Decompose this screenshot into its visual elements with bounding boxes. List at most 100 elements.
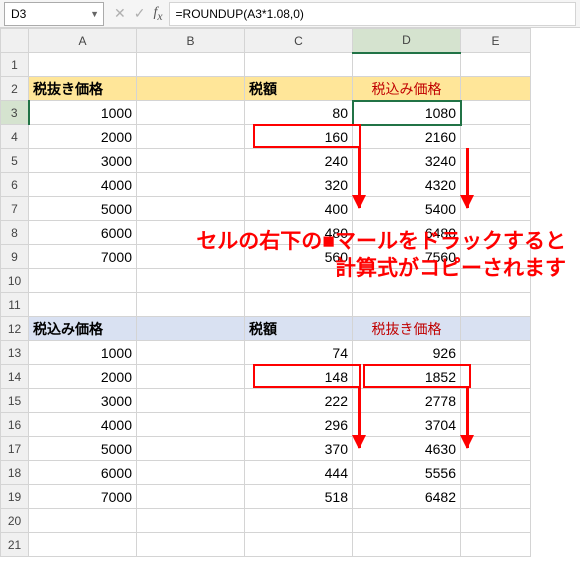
row-header[interactable]: 14 [1, 365, 29, 389]
row-header[interactable]: 8 [1, 221, 29, 245]
cell-E15[interactable] [461, 389, 531, 413]
cell-A4[interactable]: 2000 [29, 125, 137, 149]
cell-B9[interactable] [137, 245, 245, 269]
cell-A8[interactable]: 6000 [29, 221, 137, 245]
row-header[interactable]: 5 [1, 149, 29, 173]
cell-E16[interactable] [461, 413, 531, 437]
cell-C13[interactable]: 74 [245, 341, 353, 365]
cell-A6[interactable]: 4000 [29, 173, 137, 197]
cell-A5[interactable]: 3000 [29, 149, 137, 173]
cell-D14[interactable]: 1852 [353, 365, 461, 389]
row-header[interactable]: 11 [1, 293, 29, 317]
cell-E5[interactable] [461, 149, 531, 173]
cell-D21[interactable] [353, 533, 461, 557]
cell-B8[interactable] [137, 221, 245, 245]
cell-D8[interactable]: 6480 [353, 221, 461, 245]
confirm-icon[interactable]: ✓ [134, 5, 146, 23]
cell-D19[interactable]: 6482 [353, 485, 461, 509]
cell-C3[interactable]: 80 [245, 101, 353, 125]
cell-D5[interactable]: 3240 [353, 149, 461, 173]
cancel-icon[interactable]: ✕ [114, 5, 126, 23]
cell-D6[interactable]: 4320 [353, 173, 461, 197]
cell-C8[interactable]: 480 [245, 221, 353, 245]
col-header-B[interactable]: B [137, 29, 245, 53]
cell-D4[interactable]: 2160 [353, 125, 461, 149]
cell-B1[interactable] [137, 53, 245, 77]
cell-E13[interactable] [461, 341, 531, 365]
cell-B12[interactable] [137, 317, 245, 341]
row-header[interactable]: 9 [1, 245, 29, 269]
formula-input[interactable]: =ROUNDUP(A3*1.08,0) [169, 2, 576, 26]
cell-D3[interactable]: 1080 [353, 101, 461, 125]
col-header-E[interactable]: E [461, 29, 531, 53]
row-header[interactable]: 16 [1, 413, 29, 437]
cell-E8[interactable] [461, 221, 531, 245]
cell-C9[interactable]: 560 [245, 245, 353, 269]
cell-C1[interactable] [245, 53, 353, 77]
cell-A7[interactable]: 5000 [29, 197, 137, 221]
cell-E9[interactable] [461, 245, 531, 269]
row-header[interactable]: 10 [1, 269, 29, 293]
cell-B6[interactable] [137, 173, 245, 197]
cell-B5[interactable] [137, 149, 245, 173]
name-box[interactable]: D3 ▼ [4, 2, 104, 26]
cell-E17[interactable] [461, 437, 531, 461]
cell-E6[interactable] [461, 173, 531, 197]
cell-D17[interactable]: 4630 [353, 437, 461, 461]
cell-A13[interactable]: 1000 [29, 341, 137, 365]
cell-E18[interactable] [461, 461, 531, 485]
cell-D10[interactable] [353, 269, 461, 293]
row-header[interactable]: 2 [1, 77, 29, 101]
cell-C15[interactable]: 222 [245, 389, 353, 413]
col-header-A[interactable]: A [29, 29, 137, 53]
cell-D18[interactable]: 5556 [353, 461, 461, 485]
cell-D16[interactable]: 3704 [353, 413, 461, 437]
cell-B7[interactable] [137, 197, 245, 221]
cell-E2[interactable] [461, 77, 531, 101]
cell-C20[interactable] [245, 509, 353, 533]
cell-B15[interactable] [137, 389, 245, 413]
cell-B11[interactable] [137, 293, 245, 317]
cell-C6[interactable]: 320 [245, 173, 353, 197]
cell-C12[interactable]: 税額 [245, 317, 353, 341]
cell-A12[interactable]: 税込み価格 [29, 317, 137, 341]
cell-C18[interactable]: 444 [245, 461, 353, 485]
row-header[interactable]: 20 [1, 509, 29, 533]
row-header[interactable]: 13 [1, 341, 29, 365]
cell-A10[interactable] [29, 269, 137, 293]
cell-A20[interactable] [29, 509, 137, 533]
cell-E12[interactable] [461, 317, 531, 341]
cell-B18[interactable] [137, 461, 245, 485]
cell-C10[interactable] [245, 269, 353, 293]
row-header[interactable]: 1 [1, 53, 29, 77]
cell-B19[interactable] [137, 485, 245, 509]
cell-E19[interactable] [461, 485, 531, 509]
cell-E14[interactable] [461, 365, 531, 389]
row-header[interactable]: 6 [1, 173, 29, 197]
row-header[interactable]: 12 [1, 317, 29, 341]
cell-A21[interactable] [29, 533, 137, 557]
cell-A19[interactable]: 7000 [29, 485, 137, 509]
cell-C5[interactable]: 240 [245, 149, 353, 173]
cell-E1[interactable] [461, 53, 531, 77]
cell-E11[interactable] [461, 293, 531, 317]
row-header[interactable]: 17 [1, 437, 29, 461]
col-header-C[interactable]: C [245, 29, 353, 53]
cell-D15[interactable]: 2778 [353, 389, 461, 413]
cell-E10[interactable] [461, 269, 531, 293]
cell-C19[interactable]: 518 [245, 485, 353, 509]
select-all-corner[interactable] [1, 29, 29, 53]
cell-A17[interactable]: 5000 [29, 437, 137, 461]
cell-B14[interactable] [137, 365, 245, 389]
cell-D12[interactable]: 税抜き価格 [353, 317, 461, 341]
cell-D1[interactable] [353, 53, 461, 77]
cell-A15[interactable]: 3000 [29, 389, 137, 413]
row-header[interactable]: 18 [1, 461, 29, 485]
cell-C14[interactable]: 148 [245, 365, 353, 389]
cell-B16[interactable] [137, 413, 245, 437]
cell-C4[interactable]: 160 [245, 125, 353, 149]
cell-A3[interactable]: 1000 [29, 101, 137, 125]
cell-A18[interactable]: 6000 [29, 461, 137, 485]
cell-A16[interactable]: 4000 [29, 413, 137, 437]
cell-D2[interactable]: 税込み価格 [353, 77, 461, 101]
